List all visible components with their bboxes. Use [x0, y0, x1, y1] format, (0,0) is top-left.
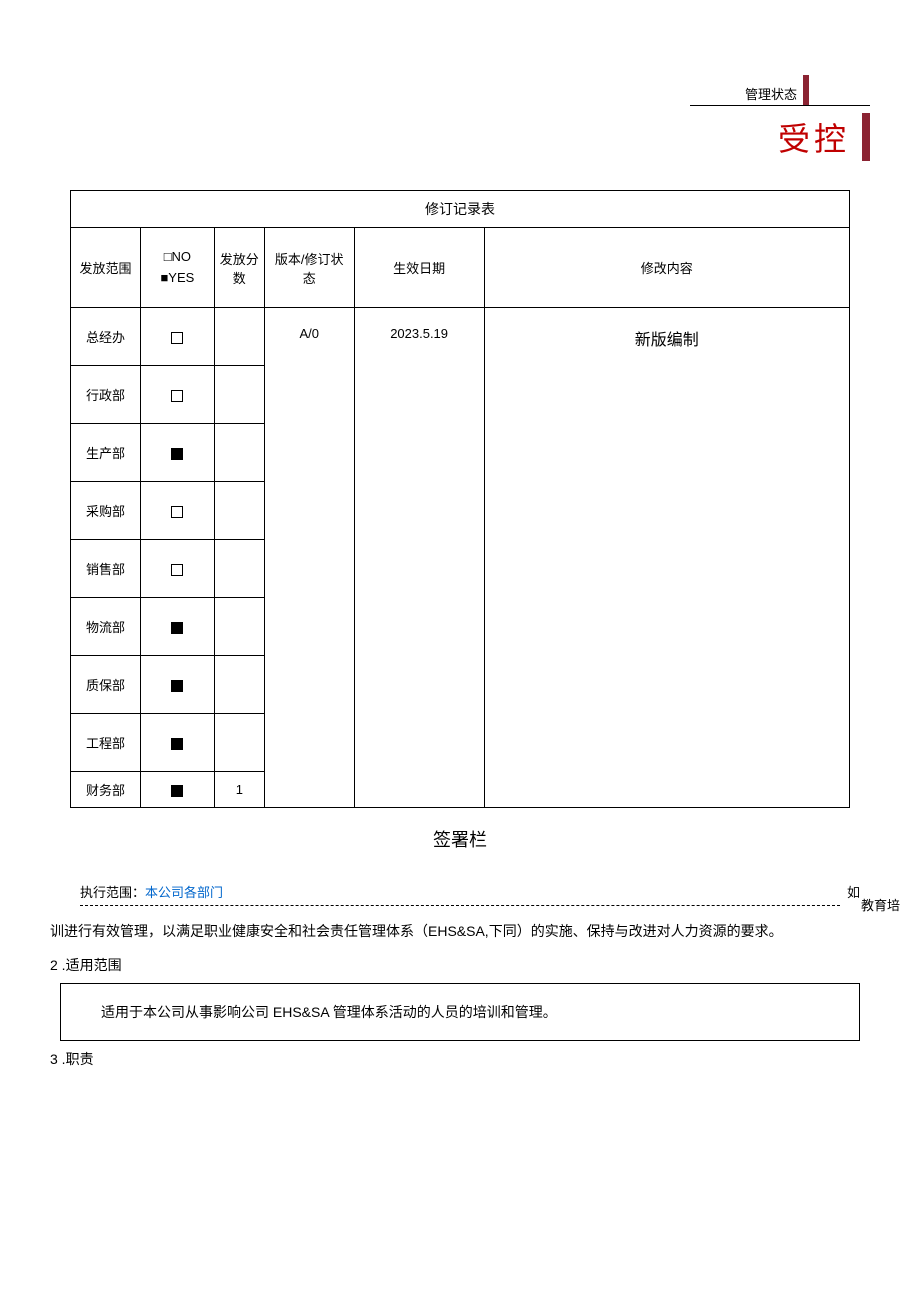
cell-check — [140, 424, 214, 482]
exec-right: 如 — [847, 882, 860, 901]
section-3-heading: 3 .职责 — [50, 1049, 890, 1069]
cell-check — [140, 714, 214, 772]
checkbox-filled-icon — [171, 448, 183, 460]
revision-table: 修订记录表 发放范围 □NO ■YES 发放分数 版本/修订状态 生效日期 修改… — [70, 190, 850, 808]
table-header-row: 发放范围 □NO ■YES 发放分数 版本/修订状态 生效日期 修改内容 — [71, 228, 850, 308]
legend-no: □NO — [164, 249, 191, 264]
cell-check — [140, 540, 214, 598]
cell-dept: 生产部 — [71, 424, 141, 482]
cell-dept: 工程部 — [71, 714, 141, 772]
status-value: 受控 — [778, 106, 862, 168]
table-title-row: 修订记录表 — [71, 191, 850, 228]
sign-title: 签署栏 — [30, 826, 890, 852]
cell-score — [214, 366, 264, 424]
checkbox-filled-icon — [171, 680, 183, 692]
cell-check — [140, 482, 214, 540]
cell-check — [140, 598, 214, 656]
cell-dept: 质保部 — [71, 656, 141, 714]
exec-label: 执行范围： — [80, 885, 145, 900]
cell-check — [140, 656, 214, 714]
dashed-divider — [80, 905, 840, 906]
cell-score — [214, 598, 264, 656]
table-row: 总经办 A/0 2023.5.19 新版编制 — [71, 308, 850, 366]
cell-check — [140, 308, 214, 366]
cell-dept: 总经办 — [71, 308, 141, 366]
header-score: 发放分数 — [214, 228, 264, 308]
checkbox-icon — [171, 390, 183, 402]
cell-score — [214, 540, 264, 598]
checkbox-icon — [171, 332, 183, 344]
section-2-heading: 2 .适用范围 — [50, 955, 890, 975]
cell-score — [214, 424, 264, 482]
cell-check — [140, 772, 214, 808]
checkbox-filled-icon — [171, 785, 183, 797]
checkbox-icon — [171, 506, 183, 518]
cell-score — [214, 482, 264, 540]
exec-value: 本公司各部门 — [145, 885, 223, 900]
cell-check — [140, 366, 214, 424]
cell-score — [214, 656, 264, 714]
header-version: 版本/修订状态 — [264, 228, 354, 308]
status-bar-icon — [803, 75, 809, 105]
header-check-legend: □NO ■YES — [140, 228, 214, 308]
checkbox-filled-icon — [171, 738, 183, 750]
body-paragraph: 训进行有效管理，以满足职业健康安全和社会责任管理体系（EHS&SA,下同）的实施… — [50, 916, 870, 947]
exec-line: 执行范围：本公司各部门 如 — [80, 882, 890, 901]
cell-score — [214, 308, 264, 366]
cell-score — [214, 714, 264, 772]
header-dept: 发放范围 — [71, 228, 141, 308]
dashed-suffix: 教育培 — [861, 895, 900, 914]
header-content: 修改内容 — [484, 228, 849, 308]
cell-dept: 物流部 — [71, 598, 141, 656]
cell-date: 2023.5.19 — [354, 308, 484, 808]
cell-dept: 行政部 — [71, 366, 141, 424]
section-2-body: 适用于本公司从事影响公司 EHS&SA 管理体系活动的人员的培训和管理。 — [60, 983, 860, 1041]
status-box: 管理状态 受控 — [690, 75, 870, 168]
status-value-row: 受控 — [690, 105, 870, 168]
header-date: 生效日期 — [354, 228, 484, 308]
cell-dept: 财务部 — [71, 772, 141, 808]
status-label-row: 管理状态 — [690, 75, 870, 105]
cell-content: 新版编制 — [484, 308, 849, 808]
cell-version: A/0 — [264, 308, 354, 808]
table-title: 修订记录表 — [71, 191, 850, 228]
cell-dept: 采购部 — [71, 482, 141, 540]
status-bar-right-icon — [862, 113, 870, 161]
cell-dept: 销售部 — [71, 540, 141, 598]
status-label: 管理状态 — [690, 84, 797, 105]
checkbox-icon — [171, 564, 183, 576]
checkbox-filled-icon — [171, 622, 183, 634]
legend-yes: ■YES — [160, 270, 194, 285]
cell-score: 1 — [214, 772, 264, 808]
